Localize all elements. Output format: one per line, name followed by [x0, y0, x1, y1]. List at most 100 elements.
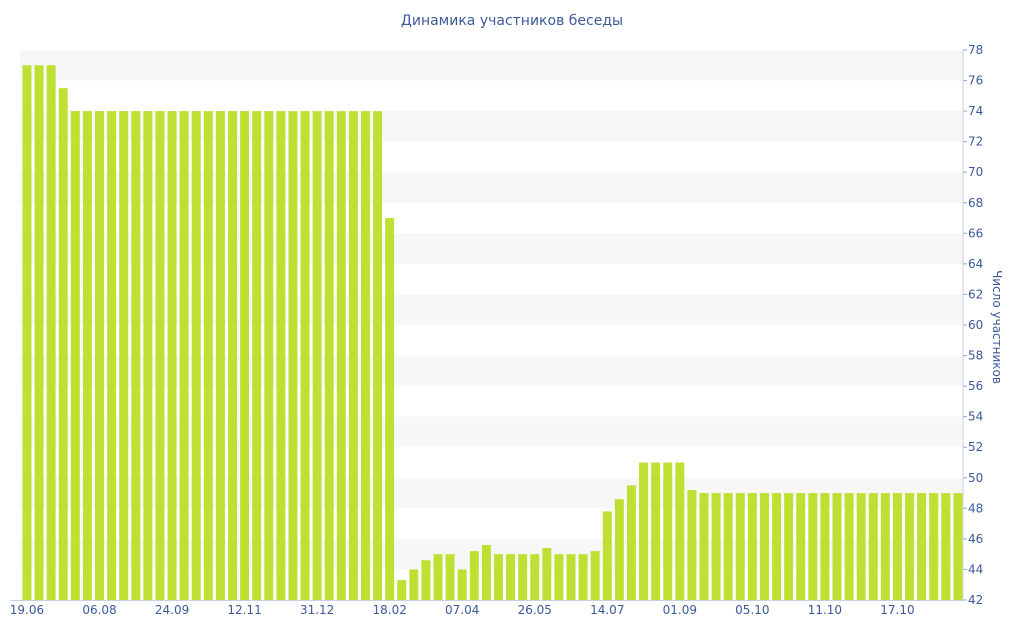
bar	[929, 493, 939, 600]
bar	[711, 493, 721, 600]
bar	[385, 218, 395, 601]
y-tick-label: 54	[968, 410, 983, 424]
bar	[566, 554, 576, 600]
bar	[844, 493, 854, 600]
bar	[300, 111, 310, 600]
bar	[95, 111, 104, 600]
x-tick-label: 12.11	[227, 603, 261, 617]
grid-band	[20, 477, 963, 509]
grid-band	[20, 294, 963, 325]
bar	[917, 493, 927, 600]
bar	[518, 554, 528, 600]
grid-band	[20, 538, 963, 570]
bar	[639, 462, 649, 600]
y-tick-label: 50	[968, 471, 983, 485]
bar	[264, 111, 274, 600]
x-tick-label: 26.05	[518, 603, 552, 617]
bars	[22, 65, 963, 601]
y-tick-label: 56	[968, 379, 983, 393]
y-tick-label: 66	[968, 226, 983, 240]
y-tick-label: 64	[968, 257, 983, 271]
bar	[312, 111, 322, 600]
y-tick-label: 72	[968, 135, 983, 149]
bar	[953, 493, 963, 600]
chart-title: Динамика участников беседы	[400, 13, 624, 29]
bar	[590, 551, 600, 600]
y-tick-label: 78	[968, 43, 983, 57]
bar	[119, 111, 129, 600]
x-axis: 19.06 06.08 24.09 12.11 31.12 18.02 07.04 26.05…	[10, 600, 963, 617]
y-tick-label: 42	[968, 593, 983, 607]
bar	[905, 493, 914, 600]
bar	[22, 65, 32, 601]
bar	[58, 88, 68, 600]
y-tick-label: 48	[968, 501, 983, 515]
y-tick-label: 76	[968, 74, 983, 88]
x-tick-label: 06.08	[82, 603, 116, 617]
bar	[820, 493, 830, 600]
y-tick-label: 68	[968, 196, 983, 210]
bar	[82, 111, 92, 600]
bar	[723, 493, 733, 600]
bar	[276, 111, 286, 600]
bar	[143, 111, 153, 600]
bar	[808, 493, 818, 600]
bar	[457, 569, 467, 600]
bar	[228, 111, 237, 600]
x-tick-label: 05.10	[735, 603, 769, 617]
grid-band	[20, 111, 963, 142]
bar	[240, 111, 250, 600]
bar	[772, 493, 782, 600]
bar	[759, 493, 769, 600]
bar	[651, 462, 661, 600]
bar	[203, 111, 213, 600]
bar	[324, 111, 334, 600]
bar	[252, 111, 262, 600]
bar	[288, 111, 298, 600]
bar	[445, 554, 455, 600]
bar	[880, 493, 890, 600]
bar	[735, 493, 745, 600]
y-tick-label: 52	[968, 440, 983, 454]
bar	[336, 111, 346, 600]
x-tick-label: 18.02	[372, 603, 406, 617]
x-tick-label: 14.07	[590, 603, 624, 617]
bar	[578, 554, 588, 600]
bar	[361, 111, 370, 600]
bar	[784, 493, 794, 600]
bar	[70, 111, 80, 600]
y-tick-label: 46	[968, 532, 983, 546]
bar	[506, 554, 516, 600]
grid-band	[20, 416, 963, 448]
bar	[131, 111, 141, 600]
y-tick-label: 62	[968, 287, 983, 301]
y-tick-label: 60	[968, 318, 983, 332]
bar	[868, 493, 878, 600]
bar	[832, 493, 842, 600]
bar	[397, 580, 407, 600]
bar	[107, 111, 117, 600]
x-tick-label: 31.12	[300, 603, 334, 617]
x-tick-label: 24.09	[155, 603, 189, 617]
bar	[409, 569, 419, 600]
bar	[421, 560, 431, 600]
x-tick-label: 17.10	[880, 603, 914, 617]
bar	[215, 111, 225, 600]
grid-band	[20, 355, 963, 387]
bar	[699, 493, 709, 600]
bar	[542, 548, 552, 600]
grid-band	[20, 172, 963, 203]
x-tick-label: 19.06	[10, 603, 44, 617]
y-tick-label: 70	[968, 165, 983, 179]
bar	[46, 65, 56, 601]
bar	[796, 493, 806, 600]
x-tick-label: 07.04	[445, 603, 479, 617]
bar	[614, 499, 624, 600]
x-tick-label: 01.09	[663, 603, 697, 617]
bar	[687, 490, 697, 600]
bar	[469, 551, 479, 600]
bar	[530, 554, 540, 600]
y-tick-label: 44	[968, 562, 983, 576]
bar	[663, 462, 673, 600]
bar	[34, 65, 44, 601]
